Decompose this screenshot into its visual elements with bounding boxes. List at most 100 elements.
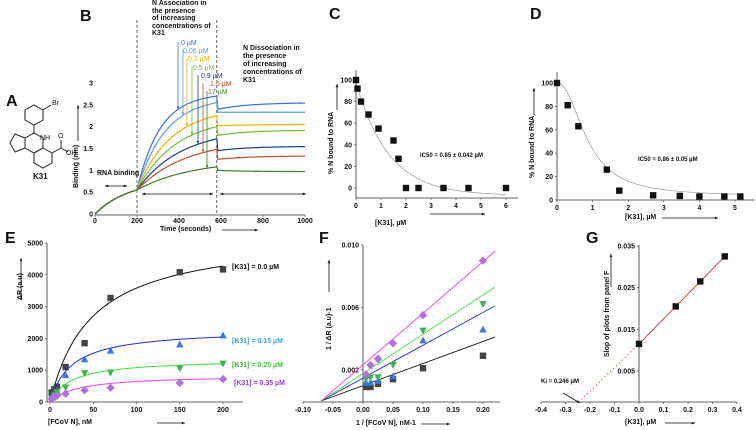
b-concentration-arrow [201,83,205,153]
b-concentration-arrow [181,50,185,116]
c-x-tick-label: 5 [479,203,483,210]
b-concentration-arrow-head [176,106,180,110]
g-data-point [635,340,643,348]
e-ylabel: ΔR (a.u) [17,273,24,300]
compound-name: K31 [33,172,48,181]
b-y-tick-label: 2.5 [83,102,93,109]
e-data-point [106,383,115,392]
b-sensorgram-line [94,95,306,215]
d-fit-curve [556,82,743,195]
g-y-axis-arrow [609,254,613,287]
f-data-point [479,301,487,308]
c-data-point [440,184,447,192]
f-x-tick-label: -0.10 [295,407,311,414]
f-data-point [389,361,397,369]
f-x-tick-label: 0.20 [476,407,490,414]
g-ylabel: Slop of plots from panel F [604,270,611,357]
c-data-point [390,137,397,144]
e-x-tick-label: 200 [217,407,229,414]
d-x-tick-label: 1 [591,205,595,212]
b-concentration-arrow-head [185,123,189,127]
d-data-point [676,192,684,200]
b-rna-phase-arrow [105,184,127,188]
b-ylabel: Binding (nm) [73,144,80,188]
g-xlabel: [K31], µM [625,419,657,426]
b-dissociation-phase-arrow-head [220,192,224,196]
c-data-point [465,184,472,192]
c-data-point [415,184,422,192]
g-y-tick-label: 0.025 [617,285,635,292]
b-concentration-arrow-head [181,112,185,116]
c-data-point [502,184,510,192]
e-y-tick-label: 1000 [27,368,43,375]
c-y-tick-label: 60 [344,121,352,128]
f-data-point [419,336,427,344]
b-concentration-arrow [196,75,200,145]
e-data-point [219,360,227,368]
f-x-tick-label: 0.10 [416,407,430,414]
f-data-point [366,378,375,386]
d-data-point [575,123,582,130]
f-data-point [419,365,427,372]
hydroxyl-label: OH [66,150,77,157]
g-ki-arrow-shaft [562,392,581,404]
f-fit-line [320,250,496,402]
f-data-point [388,339,398,348]
c-data-point [352,76,360,84]
d-data-point [564,102,571,109]
g-data-point [672,303,679,310]
d-data-point [553,79,561,87]
f-fit-line [320,336,496,402]
c-x-tick-label: 2 [404,203,408,210]
d-y-axis-arrow-head [532,88,536,92]
f-x-axis-arrow-head [446,422,450,426]
b-concentration-label: 1.5 µM [210,81,232,88]
f-data-point [373,354,383,364]
b-x-tick-label: 0 [93,218,97,225]
b-concentration-arrow-head [190,131,194,135]
f-data-point [479,352,487,359]
b-y-tick-label: 0.5 [83,190,93,197]
panel-label-d: D [530,6,542,23]
f-y-tick-label: 0.006 [341,305,359,312]
f-ylabel: 1 / ΔR (a.u)-1 [326,307,333,351]
e-data-point [53,383,61,390]
e-data-point [107,294,114,302]
nh-label: NH [40,135,51,142]
b-y-axis-arrow [76,105,80,141]
b-y-tick-label: 2 [89,124,93,131]
d-data-point [603,166,611,173]
b-dissociation-phase-arrow-head [302,192,306,196]
panel-label-f: F [319,230,329,247]
g-y-axis-arrow-head [609,254,613,258]
c-x-axis-arrow [430,212,485,216]
e-y-tick-label: 0 [39,400,43,407]
b-concentration-arrow-head [201,149,205,153]
b-concentration-label: 0 µM [181,40,197,47]
f-data-point [419,327,427,335]
d-y-tick-label: 20 [545,174,553,181]
f-x-axis-arrow [421,422,450,426]
e-y-tick-label: 4000 [27,272,43,279]
b-concentration-label: 0.06 µM [183,48,209,55]
e-fit-curve [49,363,224,403]
g-y-tick-label: 0.005 [617,369,635,376]
b-concentration-arrow-head [205,164,209,169]
f-data-point [418,311,428,320]
d-ylabel: % N bound to RNA [529,115,536,178]
e-x-tick-label: 50 [89,407,97,414]
d-y-axis-arrow [532,88,536,115]
e-data-point [81,339,88,347]
c-y-tick-label: 0 [348,186,352,193]
f-x-tick-label: 0.05 [386,407,400,414]
f-data-point [367,383,374,391]
d-y-tick-label: 80 [545,104,553,111]
e-data-point [219,331,227,339]
d-data-point [649,192,657,199]
e-data-point [80,370,89,378]
e-data-point [219,266,227,273]
c-y-tick-label: 40 [344,142,352,149]
c-y-axis-arrow [335,84,339,110]
e-y-axis-arrow [19,258,23,300]
d-y-tick-label: 60 [545,127,553,134]
